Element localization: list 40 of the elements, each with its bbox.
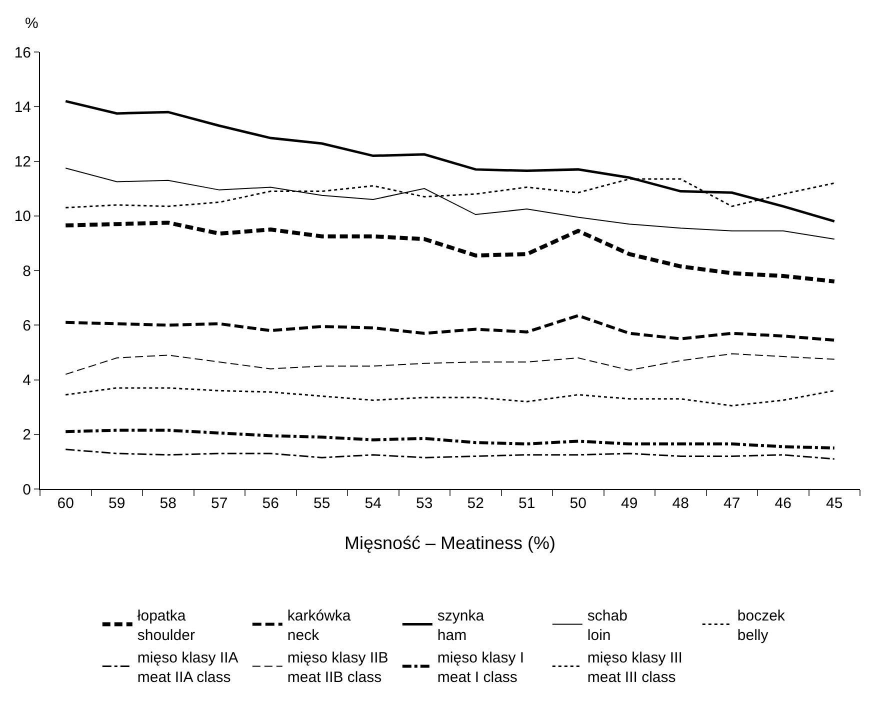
y-tick-label: 14 <box>14 98 31 116</box>
y-tick-label: 10 <box>14 208 31 226</box>
x-tick-label: 50 <box>570 495 586 512</box>
x-axis-title: Mięsność – Meatiness (%) <box>344 533 556 554</box>
x-tick-label: 55 <box>314 495 330 512</box>
legend-label: mięso klasy I meat I class <box>437 649 524 686</box>
line-series <box>64 428 836 450</box>
legend-label: mięso klasy IIA meat IIA class <box>137 649 238 686</box>
line-series <box>64 448 836 460</box>
line-series <box>64 100 836 223</box>
x-tick-label: 57 <box>211 495 228 512</box>
y-tick-label: 12 <box>14 154 31 170</box>
legend-label: boczek belly <box>737 607 786 644</box>
y-tick-label: 0 <box>22 481 31 498</box>
x-tick-label: 46 <box>774 495 792 512</box>
x-tick-label: 47 <box>724 495 740 512</box>
line-series <box>65 353 835 375</box>
x-tick-label: 51 <box>518 495 536 512</box>
x-tick-label: 58 <box>160 495 176 512</box>
y-tick-label: 8 <box>22 262 31 280</box>
x-tick-label: 54 <box>364 495 382 512</box>
y-tick-label: 16 <box>14 44 31 62</box>
line-series <box>65 168 835 240</box>
y-tick-label: 4 <box>22 372 31 389</box>
line-series <box>64 220 836 284</box>
x-tick-label: 60 <box>57 495 74 512</box>
legend-label: mięso klasy IIB meat IIB class <box>287 649 388 686</box>
x-tick-label: 59 <box>108 495 126 512</box>
x-tick-label: 45 <box>826 495 843 512</box>
legend-label: mięso klasy III meat III class <box>587 649 682 686</box>
y-axis-title: % <box>25 15 38 32</box>
line-series <box>64 387 836 406</box>
x-tick-label: 49 <box>621 495 638 512</box>
x-tick-label: 52 <box>467 495 484 512</box>
x-tick-label: 53 <box>416 495 433 512</box>
line-series <box>64 314 836 342</box>
y-tick-label: 6 <box>22 317 31 334</box>
y-tick-label: 2 <box>22 426 31 444</box>
x-tick-label: 48 <box>672 495 689 512</box>
x-tick-label: 56 <box>262 495 279 512</box>
